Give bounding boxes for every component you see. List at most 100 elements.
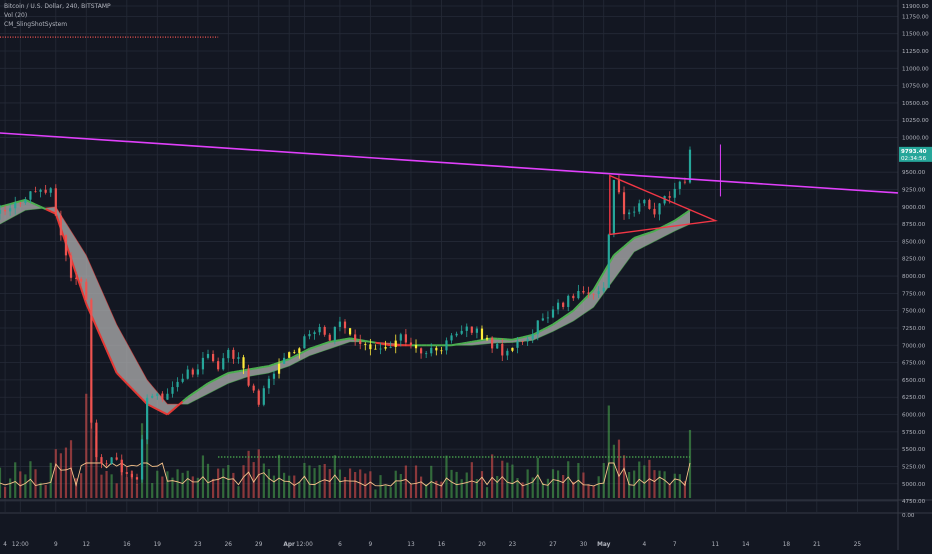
indicator-slingshot[interactable]: CM_SlingShotSystem <box>4 21 67 28</box>
current-price-label: 9793.40 <box>901 149 927 155</box>
time-tick-label: 13 <box>407 542 415 548</box>
volume-bar <box>669 484 671 498</box>
ema-fast-segment <box>254 368 259 369</box>
time-tick-label: 23 <box>194 542 202 548</box>
volume-bar <box>39 483 41 498</box>
price-tick-label: 5500.00 <box>902 447 926 453</box>
volume-bar <box>268 469 270 498</box>
candle-body <box>121 460 123 472</box>
volume-bar <box>283 473 285 498</box>
candle-body <box>95 423 97 457</box>
candle-body <box>669 196 671 198</box>
volume-bar <box>384 485 386 498</box>
time-tick-label: 25 <box>854 542 862 548</box>
candle-body <box>420 348 422 353</box>
volume-bar <box>116 483 118 498</box>
volume-bar <box>613 445 615 498</box>
candle-body <box>182 379 184 382</box>
volume-bar <box>547 479 549 498</box>
volume-bar <box>303 463 305 498</box>
volume-bar <box>217 469 219 498</box>
time-tick-label: 23 <box>509 542 517 548</box>
price-tick-label: 11900.00 <box>902 4 929 10</box>
candle-body <box>258 391 260 405</box>
price-tick-label: 11500.00 <box>902 32 929 38</box>
time-tick-label: 27 <box>549 542 557 548</box>
candle-body <box>298 348 300 353</box>
candle-body <box>192 369 194 374</box>
candle-body <box>90 300 92 423</box>
candle-body <box>547 317 549 318</box>
candle-body <box>491 338 493 349</box>
ema-fast-segment <box>472 341 477 342</box>
candle-body <box>567 296 569 307</box>
time-tick-label: 30 <box>580 542 588 548</box>
ema-fast-segment <box>345 338 350 339</box>
volume-bar <box>14 462 16 498</box>
symbol-title: Bitcoin / U.S. Dollar, 240, BITSTAMP <box>4 3 111 10</box>
candle-body <box>116 457 118 459</box>
volume-bar <box>608 405 610 498</box>
volume-bar <box>288 476 290 498</box>
volume-bar <box>80 473 82 498</box>
volume-bar <box>349 468 351 498</box>
price-axis: 11900.0011750.0011500.0011250.0011000.00… <box>899 4 932 519</box>
candle-body <box>643 200 645 203</box>
volume-bar <box>471 462 473 498</box>
price-tick-label: 10750.00 <box>902 84 929 90</box>
indicator-volume[interactable]: Vol (20) <box>4 12 27 19</box>
time-tick-label: 18 <box>783 542 791 548</box>
candle-body <box>268 379 270 388</box>
volume-zero-label: 0.00 <box>902 513 915 519</box>
time-tick-label: 9 <box>369 542 373 548</box>
ema-fast-segment <box>340 339 345 340</box>
candle-body <box>608 235 610 288</box>
candle-body <box>390 347 392 348</box>
volume-bar <box>552 469 554 498</box>
candle-body <box>39 190 41 192</box>
price-tick-label: 6000.00 <box>902 413 926 419</box>
time-tick-label: 12:00 <box>12 542 29 548</box>
candle-body <box>415 345 417 348</box>
candle-body <box>187 369 189 378</box>
volume-bar <box>176 469 178 498</box>
volume-bar <box>450 470 452 498</box>
price-tick-label: 9250.00 <box>902 187 926 193</box>
candle-body <box>527 339 529 341</box>
price-tick-label: 7500.00 <box>902 309 926 315</box>
price-tick-label: 8250.00 <box>902 257 926 263</box>
volume-bar <box>643 465 645 498</box>
candle-body <box>552 309 554 317</box>
candle-body <box>324 327 326 335</box>
candle-body <box>105 463 107 464</box>
candle-body <box>450 335 452 340</box>
ema-ribbon <box>0 200 690 415</box>
ema-fast-segment <box>477 340 482 341</box>
ema-fast-segment <box>0 205 5 206</box>
candle-body <box>171 387 173 394</box>
volume-bar <box>501 461 503 498</box>
candle-body <box>359 341 361 345</box>
volume-bar <box>126 477 128 498</box>
volume-bar <box>308 465 310 498</box>
volume-bar <box>298 482 300 498</box>
volume-bar <box>486 487 488 498</box>
candle-body <box>653 209 655 215</box>
candle-body <box>222 358 224 369</box>
candle-body <box>471 327 473 333</box>
volume-bar <box>227 465 229 498</box>
ema-fast-segment <box>462 343 467 344</box>
time-tick-label: 7 <box>673 542 677 548</box>
candle-body <box>461 331 463 334</box>
candle-body <box>329 335 331 341</box>
volume-pane <box>0 394 691 498</box>
volume-bar <box>60 453 62 498</box>
time-tick-label: 26 <box>225 542 233 548</box>
volume-bar <box>664 471 666 498</box>
candle-body <box>511 348 513 351</box>
candle-body <box>369 344 371 349</box>
volume-bar <box>182 473 184 498</box>
ema-fast-segment <box>517 337 522 338</box>
